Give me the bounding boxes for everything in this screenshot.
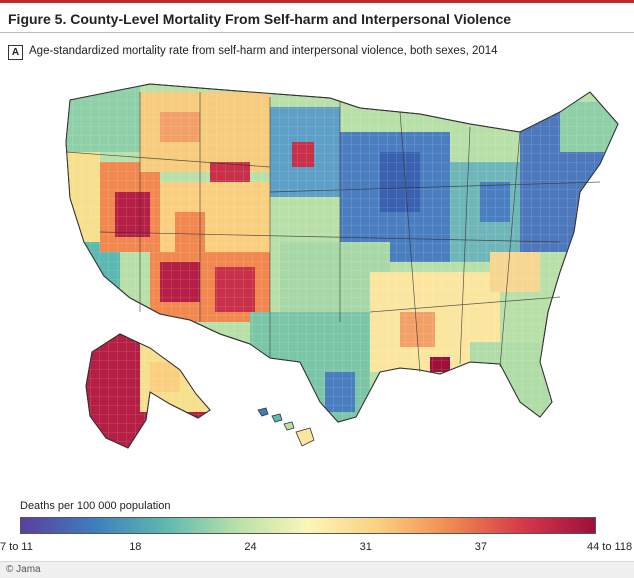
mortality-map — [0, 72, 634, 492]
legend-tick-label: 18 — [129, 541, 142, 553]
legend-tick-label: 24 — [244, 541, 257, 553]
panel-label: A — [8, 45, 23, 60]
legend-tick-label: 37 — [474, 541, 488, 553]
legend-gradient-bar — [20, 517, 596, 534]
header-divider — [0, 32, 634, 33]
credit-text: © Jama — [6, 564, 41, 575]
legend-tick-label: 44 to 118 — [587, 541, 633, 553]
figure-header: Figure 5. County-Level Mortality From Se… — [0, 0, 634, 32]
figure-title: Figure 5. County-Level Mortality From Se… — [8, 11, 512, 27]
legend-tick-label: 31 — [359, 541, 372, 553]
panel-caption: Age-standardized mortality rate from sel… — [29, 45, 498, 57]
hawaii — [257, 407, 315, 447]
legend-title: Deaths per 100 000 population — [20, 500, 171, 512]
credit-bar: © Jama — [0, 561, 634, 578]
contiguous-us — [65, 83, 619, 423]
legend-tick-label: 7 to 11 — [0, 541, 33, 553]
